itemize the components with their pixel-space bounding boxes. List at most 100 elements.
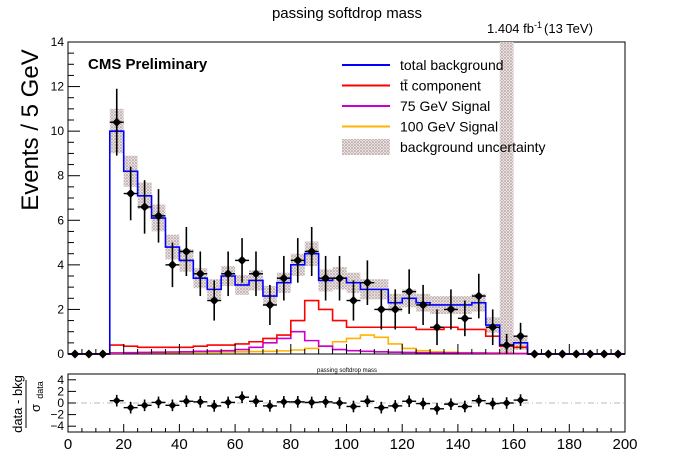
data-point [585,349,595,359]
data-point [543,349,553,359]
data-point [557,349,567,359]
data-point [279,273,289,283]
y-tick-label: 10 [51,124,65,138]
x-tick-label: 40 [171,436,188,453]
data-point [376,304,386,314]
total-background-line [68,130,625,355]
svg-text:data - bkg: data - bkg [10,375,25,433]
data-point [516,331,526,341]
chart-title: passing softdrop mass [272,5,422,22]
ratio-point [307,398,316,407]
ratio-point [446,400,455,409]
ratio-point [224,398,233,407]
x-tick-label: 120 [390,436,415,453]
ratio-point [363,397,372,406]
ratio-y-tick-label: −2 [50,408,64,422]
data-point [599,349,609,359]
data-point [84,349,94,359]
x-tick-label: 180 [557,436,582,453]
data-point [502,340,512,350]
data-point [404,287,414,297]
ratio-point [182,397,191,406]
x-tick-label: 20 [115,436,132,453]
ratio-point [265,401,274,410]
ratio-point [293,397,302,406]
ratio-point [419,399,428,408]
ratio-point [279,397,288,406]
ratio-point [474,396,483,405]
y-tick-label: 6 [57,213,64,227]
data-point [571,349,581,359]
ratio-y-axis-label: data - bkg σ data [10,375,45,433]
y-tick-label: 2 [57,302,64,316]
x-tick-label: 200 [612,436,637,453]
svg-text:data: data [35,381,45,399]
data-point [488,322,498,332]
ratio-title: passing softdrop mass [317,368,377,374]
legend-label: tt̄ component [400,78,481,94]
ratio-point [377,403,386,412]
data-point [195,269,205,279]
data-point [265,300,275,310]
ratio-y-tick-label: 4 [57,373,64,387]
x-tick-label: 0 [64,436,72,453]
data-point [529,349,539,359]
ratio-point [126,403,135,412]
ratio-point [335,399,344,407]
data-point [181,246,191,256]
x-tick-label: 160 [501,436,526,453]
y-tick-label: 0 [57,347,64,361]
data-point [112,117,122,127]
ratio-point [168,401,177,410]
data-point [362,278,372,288]
lumi-label: 1.404 fb-1 (13 TeV) [487,20,593,36]
legend-label: total background [400,57,504,73]
data-point [446,304,456,314]
ratio-y-tick-label: −4 [50,419,64,433]
legend-swatch-uncertainty [342,139,390,155]
data-point [237,255,247,265]
data-point [460,313,470,323]
ratio-point [488,399,497,408]
ratio-point [140,401,149,410]
ratio-point [349,402,358,411]
ttbar-component-line [68,299,625,355]
ratio-point [321,397,330,406]
ratio-point [112,396,121,405]
ratio-point [516,396,525,405]
data-point [167,260,177,270]
data-point [251,269,261,279]
legend-label: 100 GeV Signal [400,119,498,135]
y-axis-label: Events / 5 GeV [17,49,44,210]
data-point [307,246,317,256]
ratio-y-tick-label: 2 [57,384,64,398]
data-point [293,255,303,265]
data-point [613,349,623,359]
y-tick-label: 12 [51,80,65,94]
data-point [126,189,136,199]
x-tick-label: 80 [282,436,299,453]
data-point [223,269,233,279]
ratio-point [238,393,247,402]
legend: total background tt̄ component 75 GeV Sign… [342,57,546,155]
ratio-point [405,397,414,406]
ratio-point [251,397,260,406]
x-tick-label: 140 [445,436,470,453]
data-point [390,304,400,314]
uncertainty-band-bin [499,42,514,354]
data-point [321,273,331,283]
y-tick-label: 4 [57,258,64,272]
ratio-point [460,402,469,411]
x-tick-label: 100 [334,436,359,453]
experiment-label: CMS Preliminary [88,56,208,73]
data-point [154,211,164,221]
ratio-point [502,399,511,407]
data-point [348,296,358,306]
ratio-point [391,401,400,410]
data-point [432,322,442,332]
ratio-point [210,401,219,410]
ratio-point [154,398,163,407]
x-tick-label: 60 [227,436,244,453]
